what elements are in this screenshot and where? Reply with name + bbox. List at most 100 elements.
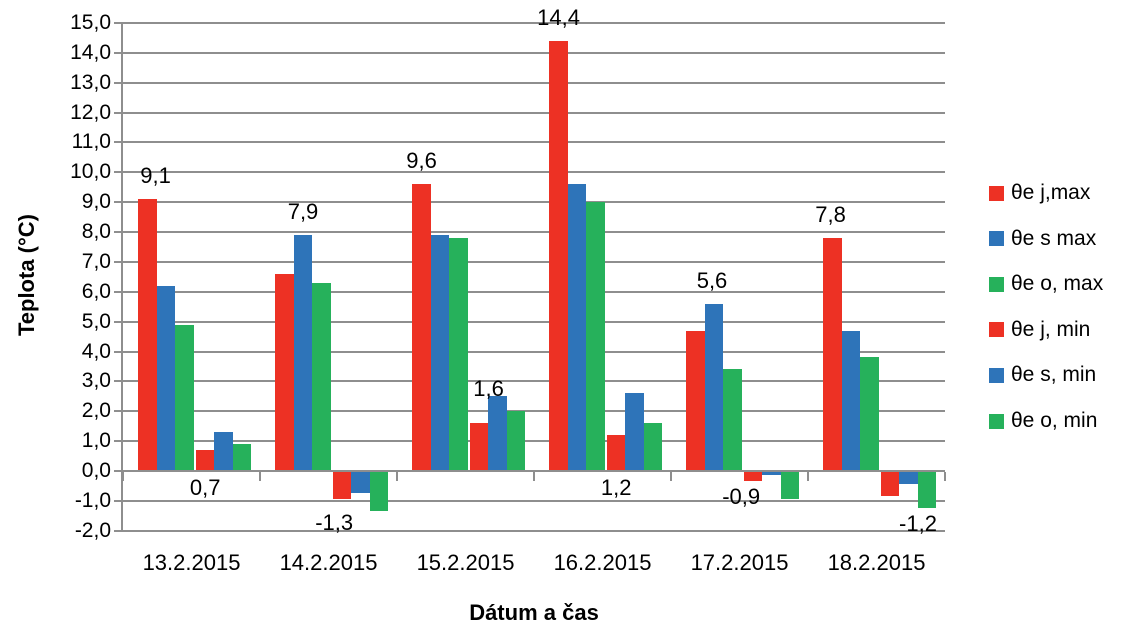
y-axis-tick-label: 7,0	[81, 249, 111, 273]
gridline	[123, 51, 945, 54]
bar-e-s-max-13.2.2015	[156, 285, 176, 471]
bar-e-s-max-17.2.2015	[704, 303, 724, 471]
bar-e-o-max-17.2.2015	[723, 369, 742, 471]
data-label: 5,6	[696, 267, 728, 293]
gridline	[123, 380, 945, 383]
gridline	[123, 21, 945, 24]
x-axis-category-label: 15.2.2015	[416, 550, 515, 575]
legend-label: θe s, min	[1011, 363, 1097, 387]
gridline	[123, 290, 945, 293]
gridline	[123, 141, 945, 144]
y-axis-tick	[114, 380, 123, 383]
x-axis-title: Dátum a čas	[469, 600, 599, 625]
y-axis-tick-label: 12,0	[70, 100, 111, 124]
bar-e-o-max-15.2.2015	[449, 238, 468, 471]
y-axis-tick	[114, 320, 123, 323]
legend-swatch-icon	[989, 276, 1004, 292]
bar-e-s-min-14.2.2015	[351, 472, 370, 493]
legend-label: θe s max	[1011, 226, 1097, 250]
y-axis-tick-label: 6,0	[81, 279, 111, 303]
y-axis-tick-label: 1,0	[81, 429, 111, 453]
data-label: -1,3	[315, 509, 354, 535]
y-axis-tick	[114, 260, 123, 263]
bar-e-j-max-18.2.2015	[823, 238, 842, 471]
legend-label: θe o, min	[1011, 409, 1098, 432]
gridline	[123, 231, 945, 234]
bar-e-j-max-14.2.2015	[275, 273, 294, 471]
bar-e-o-max-16.2.2015	[586, 202, 605, 471]
legend-entry: θe o, max	[989, 272, 1103, 296]
gridline	[123, 111, 945, 114]
bar-e-o-min-14.2.2015	[369, 472, 389, 511]
legend-swatch-icon	[989, 367, 1004, 383]
x-axis-tick	[670, 472, 672, 481]
y-axis-tick	[114, 141, 123, 144]
bar-e-s-min-13.2.2015	[214, 432, 233, 471]
bar-e-s-max-16.2.2015	[567, 184, 587, 471]
y-axis-tick-label: 15,0	[70, 10, 111, 34]
bar-e-s-min-15.2.2015	[488, 396, 507, 471]
x-axis-category-label: 13.2.2015	[142, 550, 241, 575]
bar-e-o-max-14.2.2015	[312, 282, 331, 471]
legend-entry: θe j,max	[989, 181, 1090, 205]
legend-swatch-icon	[989, 185, 1004, 201]
bar-e-j-min-14.2.2015	[333, 472, 352, 499]
x-axis-category-label: 14.2.2015	[279, 550, 378, 575]
x-axis-line	[123, 470, 945, 472]
y-axis-tick-label: 9,0	[81, 190, 111, 214]
gridline	[123, 410, 945, 413]
y-axis-tick	[114, 470, 123, 472]
bar-e-j-min-17.2.2015	[744, 472, 763, 481]
bar-e-j-min-15.2.2015	[470, 423, 489, 471]
y-axis-tick-label: 2,0	[81, 399, 111, 423]
x-axis-tick	[807, 472, 809, 481]
y-axis-tick	[114, 81, 123, 84]
legend-entry: θe s max	[989, 227, 1096, 251]
bar-e-o-min-16.2.2015	[643, 423, 663, 471]
y-axis-tick	[114, 529, 123, 532]
y-axis-tick	[114, 290, 123, 293]
bar-e-s-max-15.2.2015	[430, 235, 450, 471]
legend-entry: θe j, min	[989, 318, 1090, 342]
legend-entry: θe o, min	[989, 409, 1097, 433]
y-axis-tick	[114, 51, 123, 54]
bar-e-o-min-15.2.2015	[506, 411, 526, 471]
bar-e-s-max-14.2.2015	[293, 235, 313, 471]
bar-e-j-max-13.2.2015	[138, 199, 157, 471]
gridline	[123, 350, 945, 353]
y-axis-tick-label: 13,0	[70, 70, 111, 94]
y-axis-tick	[114, 171, 123, 174]
y-axis-tick-label: -1,0	[74, 488, 111, 512]
gridline	[123, 201, 945, 204]
bar-e-o-min-13.2.2015	[232, 444, 252, 471]
data-label: 9,1	[140, 163, 171, 189]
legend-label: θe j,max	[1011, 181, 1091, 204]
x-axis-tick	[944, 472, 946, 481]
bar-e-o-max-18.2.2015	[860, 357, 879, 471]
bar-e-j-max-15.2.2015	[412, 184, 431, 471]
y-axis-tick	[114, 499, 123, 502]
gridline	[123, 440, 945, 443]
gridline	[123, 499, 945, 502]
y-axis-tick-label: 5,0	[81, 309, 111, 333]
data-label: 7,8	[815, 202, 846, 227]
data-label: 14,4	[537, 4, 581, 30]
bar-e-s-min-18.2.2015	[899, 472, 918, 484]
y-axis-tick-label: 11,0	[71, 130, 111, 154]
data-label: 0,7	[189, 475, 221, 500]
legend-entry: θe s, min	[989, 363, 1096, 387]
y-axis-tick-label: -2,0	[74, 518, 111, 542]
legend-swatch-icon	[989, 413, 1004, 429]
data-label: 9,6	[406, 148, 437, 174]
legend-label: θe j, min	[1011, 317, 1091, 341]
bar-e-s-min-16.2.2015	[625, 393, 644, 471]
legend-swatch-icon	[989, 322, 1004, 338]
y-axis-tick-label: 3,0	[81, 369, 111, 393]
y-axis-line	[121, 21, 123, 532]
y-axis-tick-label: 14,0	[70, 40, 111, 64]
y-axis-tick-label: 10,0	[70, 160, 111, 184]
x-axis-category-label: 17.2.2015	[690, 550, 789, 575]
x-axis-category-label: 18.2.2015	[827, 550, 926, 575]
y-axis-tick-label: 0,0	[81, 459, 111, 482]
